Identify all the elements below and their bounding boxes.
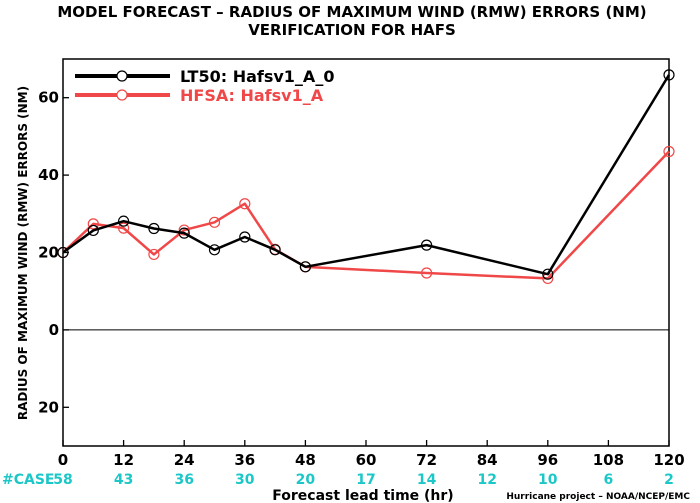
- data-point: [117, 222, 130, 234]
- data-point: [663, 69, 675, 81]
- y-tick-label: 0: [49, 321, 59, 339]
- y-tick-label: 20: [38, 398, 59, 416]
- case-counts: 58 43 36 30 20 17 14 12 10 6 2: [53, 472, 674, 488]
- x-axis: 0 12 24 36 48 60 72 84 96 108 120: [58, 440, 685, 469]
- legend-label: LT50: Hafsv1_A_0: [180, 67, 334, 86]
- case-count: 2: [664, 472, 674, 488]
- x-axis-title: Forecast lead time (hr): [272, 488, 453, 503]
- legend-marker: [116, 70, 128, 82]
- case-count: 14: [417, 472, 437, 488]
- x-tick-label: 120: [653, 451, 684, 469]
- series-line: [62, 74, 671, 276]
- y-tick-label: 60: [38, 89, 59, 107]
- y-tick-label: 20: [38, 244, 59, 262]
- x-tick-label: 96: [537, 451, 558, 469]
- credit-text: Hurricane project – NOAA/NCEP/EMC: [506, 492, 690, 502]
- x-tick-label: 0: [58, 451, 68, 469]
- legend-label: HFSA: Hafsv1_A: [180, 86, 324, 105]
- data-point: [178, 224, 190, 236]
- x-tick-label: 24: [174, 451, 195, 469]
- data-point: [87, 224, 99, 237]
- data-point: [57, 246, 69, 259]
- case-label: #CASE: [2, 472, 55, 488]
- y-axis-title: RADIUS OF MAXIMUM WIND (RMW) ERRORS (NM): [16, 86, 30, 420]
- x-tick-label: 60: [356, 451, 377, 469]
- series-layer: [57, 69, 675, 285]
- y-tick-label: 40: [38, 166, 59, 184]
- data-point: [148, 248, 160, 261]
- legend-marker: [116, 89, 128, 101]
- data-point: [421, 267, 433, 279]
- y-axis: 20 0 20 40 60: [38, 89, 69, 416]
- chart-subtitle: VERIFICATION FOR HAFS: [248, 21, 456, 39]
- case-count: 20: [296, 472, 316, 488]
- case-count: 12: [477, 472, 496, 488]
- x-tick-label: 84: [477, 451, 498, 469]
- x-tick-label: 36: [234, 451, 255, 469]
- case-count: 30: [235, 472, 255, 488]
- chart-title: MODEL FORECAST – RADIUS OF MAXIMUM WIND …: [57, 3, 646, 21]
- data-point: [178, 227, 190, 239]
- case-count: 10: [538, 472, 558, 488]
- case-count: 43: [114, 472, 133, 488]
- case-count: 58: [53, 472, 72, 488]
- data-point: [239, 231, 251, 243]
- data-point: [299, 261, 311, 273]
- case-count: 17: [356, 472, 375, 488]
- x-tick-label: 72: [416, 451, 437, 469]
- data-point: [663, 145, 675, 158]
- case-count: 6: [604, 472, 614, 488]
- x-tick-label: 48: [295, 451, 316, 469]
- data-point: [148, 222, 160, 235]
- data-point: [421, 239, 433, 251]
- x-tick-label: 108: [593, 451, 624, 469]
- data-point: [239, 198, 251, 210]
- data-point: [269, 244, 281, 256]
- data-point: [208, 216, 221, 228]
- data-point: [87, 218, 99, 230]
- plot-frame: [62, 58, 670, 447]
- data-point: [117, 215, 130, 227]
- x-tick-label: 12: [113, 451, 134, 469]
- data-point: [542, 268, 554, 280]
- case-count: 36: [174, 472, 193, 488]
- data-point: [208, 244, 221, 256]
